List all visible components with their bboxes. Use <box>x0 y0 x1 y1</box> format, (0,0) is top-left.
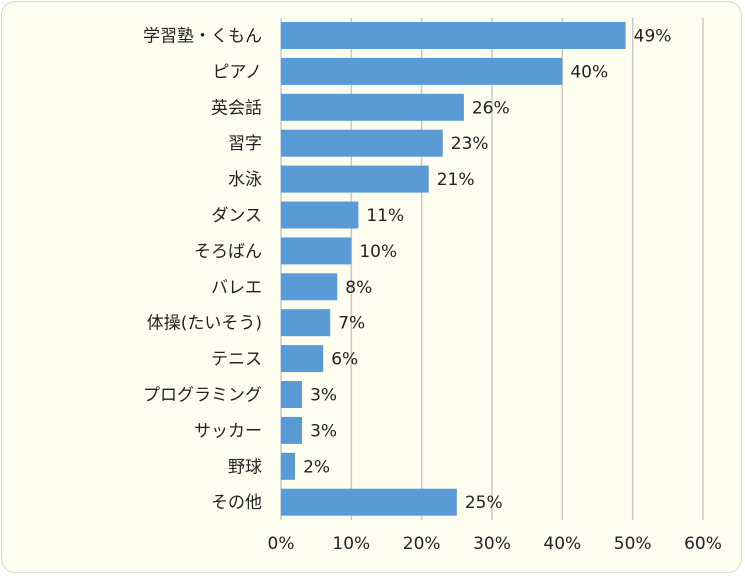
category-label: バレエ <box>211 278 262 298</box>
bars <box>281 22 626 516</box>
data-label: 10% <box>359 242 397 262</box>
x-tick-label: 20% <box>403 534 441 554</box>
bar <box>281 22 626 49</box>
data-labels: 49% 40% 26% 23% 21% 11% 10% 8% 7% 6% 3% 3% 2% 25% <box>303 27 671 514</box>
category-label: その他 <box>211 493 262 513</box>
bar <box>281 452 296 480</box>
x-tick-label: 30% <box>473 534 511 554</box>
bar <box>281 381 303 408</box>
category-label: そろばん <box>194 242 262 262</box>
category-label: 習字 <box>228 134 262 154</box>
x-tick-label: 40% <box>543 534 581 554</box>
data-label: 7% <box>338 314 365 334</box>
bar <box>281 237 352 265</box>
bar <box>281 201 359 229</box>
category-label: ダンス <box>211 206 262 226</box>
data-label: 3% <box>310 386 337 406</box>
bar <box>281 345 324 373</box>
x-tick-label: 0% <box>268 534 295 554</box>
category-label: サッカー <box>194 421 262 441</box>
category-label: 学習塾・くもん <box>143 26 262 47</box>
x-tick-label: 60% <box>684 534 722 554</box>
x-tick-labels: 0% 10% 20% 30% 40% 50% 60% <box>268 534 722 554</box>
bar <box>281 309 331 337</box>
bar <box>281 129 443 157</box>
data-label: 21% <box>437 170 475 190</box>
category-label: プログラミング <box>143 386 262 406</box>
category-label: 体操(たいそう) <box>147 314 262 334</box>
data-label: 6% <box>331 350 358 370</box>
data-label: 11% <box>366 206 404 226</box>
data-label: 49% <box>634 27 672 47</box>
data-label: 25% <box>465 493 503 513</box>
x-tick-label: 50% <box>614 534 652 554</box>
category-label: 水泳 <box>228 170 262 190</box>
data-label: 2% <box>303 457 330 477</box>
x-tick-label: 10% <box>332 534 370 554</box>
data-label: 40% <box>570 62 608 82</box>
category-label: 野球 <box>228 457 262 477</box>
data-label: 26% <box>472 98 510 118</box>
category-label: ピアノ <box>213 62 262 82</box>
category-label: 英会話 <box>211 98 262 118</box>
category-label: テニス <box>211 350 262 370</box>
bar <box>281 273 338 301</box>
data-label: 8% <box>345 278 372 298</box>
gridlines <box>280 18 704 520</box>
bar <box>281 416 303 444</box>
data-label: 3% <box>310 421 337 441</box>
bar <box>281 57 563 85</box>
bar <box>281 488 457 516</box>
data-label: 23% <box>451 134 489 154</box>
bar <box>281 165 429 193</box>
bar <box>281 93 464 121</box>
